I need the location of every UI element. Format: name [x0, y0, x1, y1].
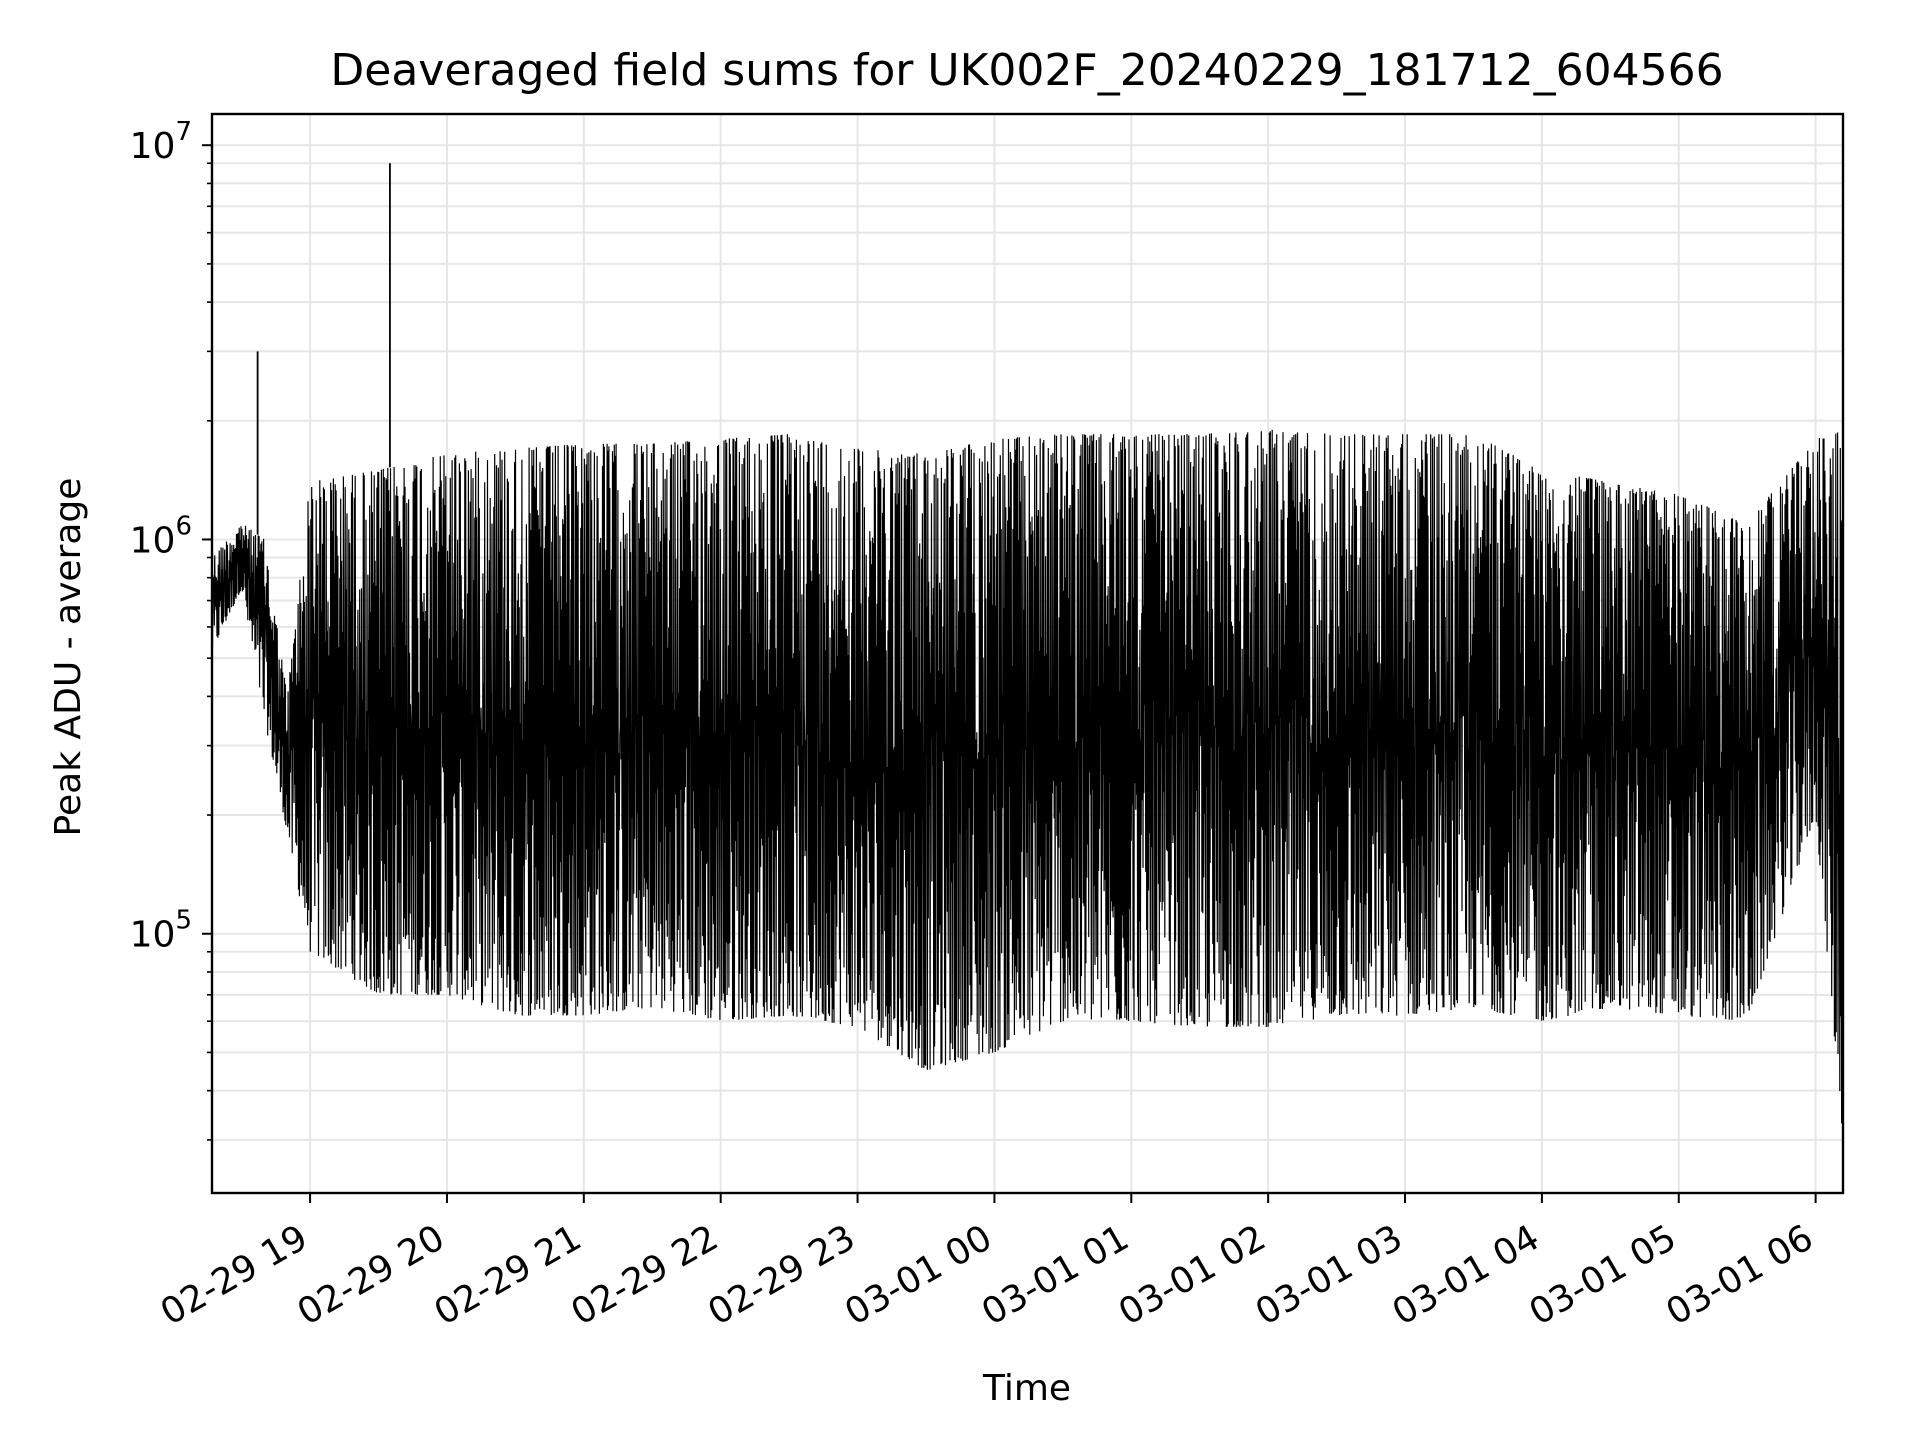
- series-line: [211, 429, 1844, 1124]
- y-tick-base: 10: [130, 915, 176, 956]
- y-tick-exponent: 5: [175, 906, 192, 936]
- y-tick-exponent: 7: [175, 117, 192, 147]
- y-tick-label: 107: [130, 117, 192, 167]
- plot-area: [211, 163, 1844, 1124]
- y-tick-base: 10: [130, 520, 176, 561]
- y-tick-label: 105: [130, 906, 192, 956]
- plot-frame: [210, 112, 1845, 1195]
- x-axis-label: Time: [982, 1368, 1071, 1409]
- y-tick-base: 10: [130, 126, 176, 167]
- y-axis-label: Peak ADU - average: [48, 478, 89, 837]
- y-tick-label: 106: [130, 511, 192, 561]
- y-tick-exponent: 6: [175, 511, 192, 541]
- chart-title: Deaveraged field sums for UK002F_2024022…: [330, 45, 1723, 96]
